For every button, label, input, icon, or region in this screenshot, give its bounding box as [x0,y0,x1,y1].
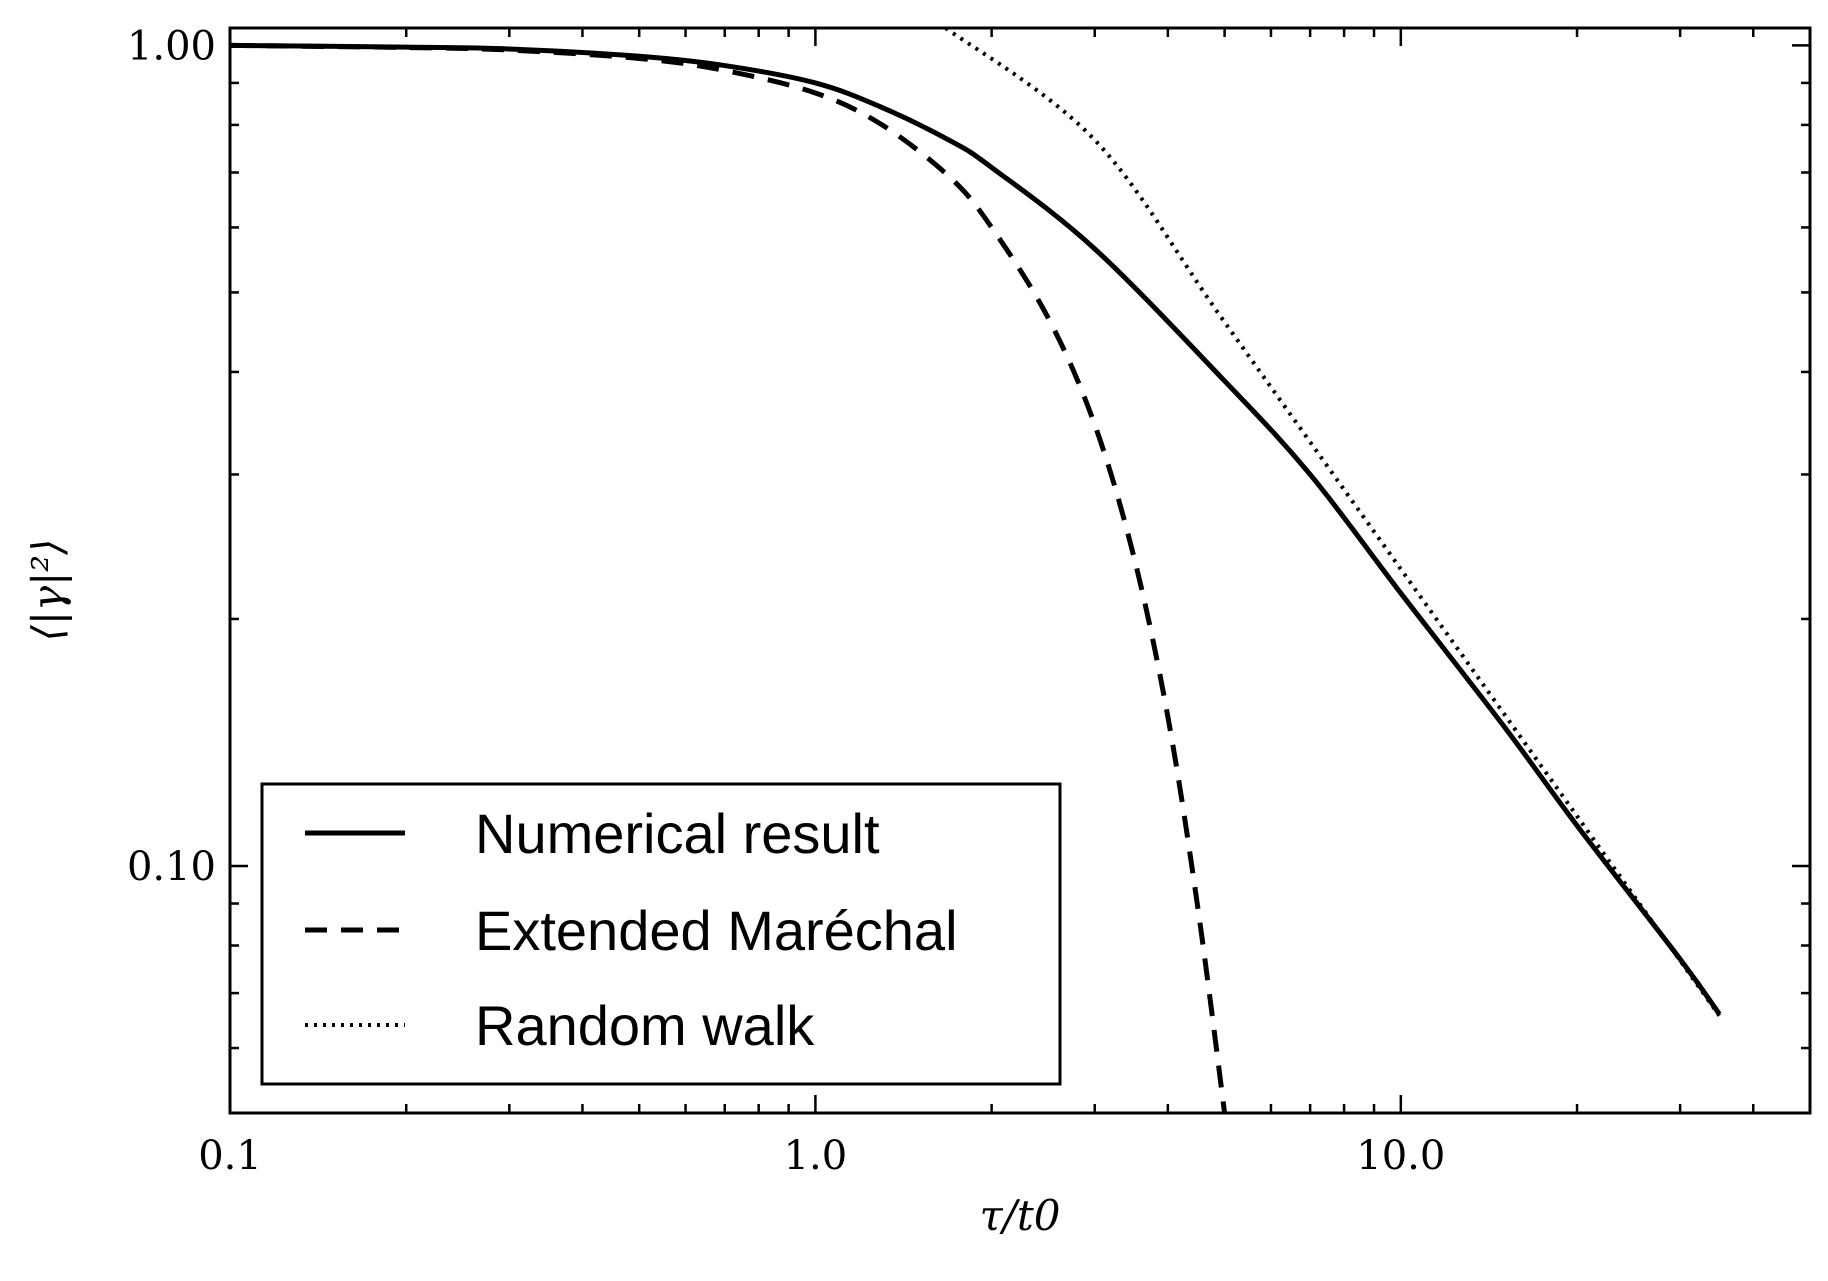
y-tick-label: 0.10 [127,844,216,890]
legend: Numerical result Extended Maréchal Rando… [260,782,1062,1086]
y-tick-labels: 1.00 0.10 [127,23,216,890]
x-tick-labels: 0.1 1.0 10.0 [198,1133,1445,1179]
series-line-dashed [230,42,1228,1113]
series-layer [230,28,1722,1113]
x-tick-label: 0.1 [198,1133,262,1179]
series-line-dotted [944,28,1721,1017]
legend-label-marechal: Extended Maréchal [475,899,958,962]
legend-label-random-walk: Random walk [475,994,815,1057]
legend-label-numerical: Numerical result [475,802,880,865]
x-tick-label: 1.0 [784,1133,848,1179]
plot-frame [228,26,1812,1115]
x-axis-title: τ/t0 [980,1191,1061,1240]
x-tick-label: 10.0 [1356,1133,1445,1179]
y-tick-label: 1.00 [127,23,216,69]
y-axis-title: ⟨|γ|²⟩ [23,538,72,641]
